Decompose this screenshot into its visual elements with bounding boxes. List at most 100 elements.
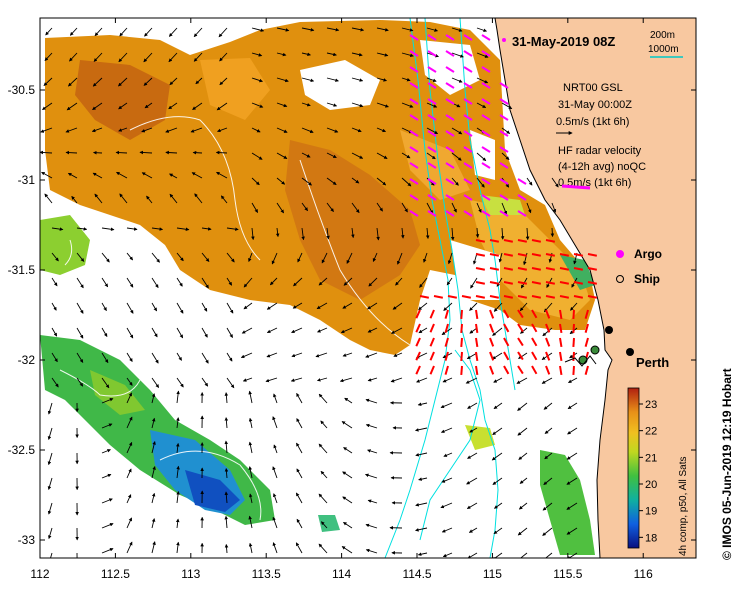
- velocity-arrow: [292, 302, 303, 309]
- radar-arrow: [429, 365, 435, 375]
- velocity-arrow: [272, 516, 278, 529]
- argo-arrow: [409, 98, 419, 105]
- velocity-arrow: [42, 102, 53, 110]
- argo-arrow: [463, 34, 473, 41]
- legend-hf-avg: (4-12h avg) noQC: [558, 161, 646, 173]
- velocity-arrow: [176, 417, 180, 429]
- velocity-arrow: [276, 152, 288, 159]
- velocity-arrow: [226, 277, 233, 286]
- velocity-arrow: [126, 377, 133, 386]
- velocity-arrow: [40, 127, 53, 133]
- velocity-arrow: [351, 202, 360, 214]
- argo-arrow: [427, 98, 437, 105]
- radar-arrow: [545, 323, 551, 333]
- velocity-arrow: [226, 252, 235, 263]
- velocity-arrow: [47, 502, 53, 515]
- velocity-arrow: [66, 102, 78, 111]
- velocity-arrow: [176, 277, 183, 287]
- velocity-arrow: [301, 202, 308, 212]
- velocity-arrow: [226, 352, 233, 362]
- velocity-arrow: [365, 548, 378, 554]
- velocity-arrow: [242, 377, 253, 382]
- radar-arrow: [444, 351, 449, 361]
- velocity-arrow: [542, 502, 553, 511]
- radar-arrow: [475, 253, 486, 257]
- velocity-arrow: [168, 52, 178, 63]
- ship-marker: [590, 345, 600, 355]
- argo-arrow: [481, 34, 491, 41]
- sst-gap: [300, 40, 500, 300]
- velocity-arrow: [376, 227, 380, 241]
- velocity-arrow: [516, 377, 528, 384]
- velocity-arrow: [195, 77, 203, 85]
- velocity-arrow: [326, 227, 330, 240]
- velocity-arrow: [566, 527, 578, 535]
- velocity-arrow: [318, 493, 328, 504]
- legend-nrt-scale: 0.5m/s (1kt 6h): [556, 116, 629, 128]
- velocity-arrow: [443, 452, 453, 457]
- velocity-arrow: [301, 177, 312, 186]
- argo-arrow: [499, 194, 509, 201]
- velocity-arrow: [447, 252, 453, 265]
- velocity-arrow: [101, 548, 114, 554]
- argo-arrow: [409, 34, 419, 41]
- velocity-arrow: [567, 427, 578, 435]
- velocity-arrow: [291, 327, 303, 334]
- velocity-arrow: [251, 127, 261, 133]
- velocity-arrow: [342, 521, 353, 529]
- velocity-arrow: [376, 27, 389, 32]
- velocity-arrow: [342, 471, 353, 479]
- velocity-arrow: [45, 27, 53, 36]
- argo-legend-icon: [616, 250, 624, 258]
- velocity-arrow: [266, 327, 278, 334]
- velocity-arrow: [451, 127, 463, 135]
- radar-arrow: [444, 309, 449, 319]
- velocity-arrow: [248, 542, 253, 554]
- velocity-arrow: [367, 377, 378, 382]
- velocity-arrow: [414, 427, 428, 432]
- velocity-arrow: [143, 77, 153, 86]
- velocity-arrow: [392, 302, 403, 310]
- radar-arrow: [475, 295, 486, 299]
- radar-arrow: [444, 365, 449, 375]
- velocity-arrow: [272, 466, 278, 479]
- velocity-arrow: [296, 418, 303, 429]
- x-tick-label: 114.5: [402, 567, 431, 581]
- velocity-arrow: [501, 127, 511, 134]
- velocity-arrow: [67, 172, 78, 179]
- velocity-arrow: [218, 27, 228, 38]
- velocity-arrow: [401, 27, 414, 32]
- argo-arrow: [499, 210, 509, 217]
- radar-arrow: [429, 309, 435, 319]
- velocity-arrow: [151, 277, 159, 289]
- velocity-arrow: [276, 127, 288, 133]
- velocity-arrow: [423, 252, 428, 263]
- argo-arrow: [409, 194, 419, 201]
- argo-arrow: [481, 50, 491, 57]
- radar-arrow: [475, 281, 486, 285]
- radar-arrow: [415, 351, 421, 361]
- radar-arrow: [587, 267, 598, 271]
- radar-arrow: [419, 295, 430, 299]
- argo-arrow: [427, 146, 437, 153]
- radar-arrow: [584, 365, 589, 375]
- radar-arrow: [460, 337, 463, 348]
- velocity-arrow: [526, 202, 532, 214]
- radar-arrow: [503, 351, 510, 361]
- velocity-arrow: [364, 473, 378, 479]
- velocity-arrow: [165, 150, 178, 155]
- radar-arrow: [503, 309, 510, 319]
- velocity-arrow: [566, 552, 578, 558]
- velocity-arrow: [224, 468, 229, 479]
- x-tick-label: 114: [332, 567, 351, 581]
- radar-arrow: [461, 295, 472, 299]
- radar-arrow: [517, 267, 528, 271]
- radar-arrow: [475, 337, 479, 348]
- credit-text: © IMOS 05-Jun-2019 12:19 Hobart: [720, 368, 734, 560]
- velocity-arrow: [273, 493, 278, 504]
- velocity-arrow: [51, 377, 59, 388]
- velocity-arrow: [126, 277, 134, 288]
- velocity-arrow: [176, 327, 184, 339]
- radar-arrow: [545, 365, 551, 375]
- velocity-arrow: [224, 440, 229, 454]
